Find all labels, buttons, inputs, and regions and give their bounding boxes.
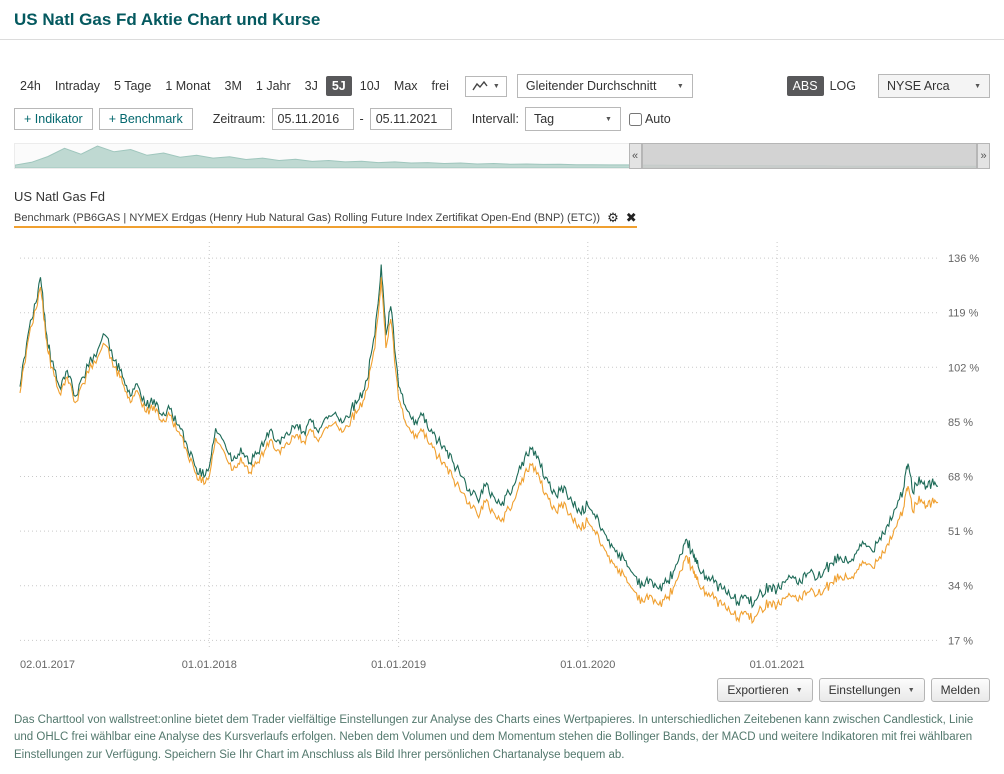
- exchange-dropdown[interactable]: NYSE Arca ▼: [878, 74, 990, 98]
- chevron-down-icon: ▼: [605, 115, 612, 123]
- chevron-down-icon: ▼: [492, 82, 500, 90]
- svg-text:51 %: 51 %: [948, 526, 973, 538]
- chevron-down-icon: ▼: [676, 82, 684, 90]
- chevron-down-icon: ▼: [974, 82, 981, 90]
- chart-actions: Exportieren ▼ Einstellungen ▼ Melden: [14, 678, 990, 702]
- indicator-dropdown-label: Gleitender Durchschnitt: [525, 79, 657, 93]
- chart-type-button[interactable]: ▼: [464, 75, 507, 97]
- price-chart[interactable]: 136 % 119 % 102 % 85 % 68 % 51 % 34 % 17 % 02.01…: [14, 228, 990, 676]
- range-button-1-jahr[interactable]: 1 Jahr: [255, 79, 291, 93]
- zeitraum-label: Zeitraum:: [212, 112, 266, 126]
- range-button-frei[interactable]: frei: [431, 79, 449, 93]
- svg-text:68 %: 68 %: [948, 472, 973, 484]
- exchange-dropdown-label: NYSE Arca: [887, 79, 950, 93]
- chart-toolbar: 24h Intraday 5 Tage 1 Monat 3M 1 Jahr 3J 5J 10J M…: [14, 74, 990, 98]
- export-button-label: Exportieren: [727, 683, 789, 697]
- line-chart-icon: [472, 80, 488, 90]
- chevron-down-icon: ▼: [795, 686, 803, 694]
- range-buttons: 24h Intraday 5 Tage 1 Monat 3M 1 Jahr 3J 5J 10J M…: [14, 76, 455, 96]
- indicator-dropdown[interactable]: Gleitender Durchschnitt ▼: [516, 74, 693, 98]
- range-button-1-monat[interactable]: 1 Monat: [165, 79, 211, 93]
- navigator-range-thumb[interactable]: [641, 143, 977, 169]
- auto-checkbox[interactable]: [628, 112, 642, 126]
- date-to-input[interactable]: [369, 108, 452, 130]
- intervall-label: Intervall:: [471, 112, 519, 126]
- svg-text:34 %: 34 %: [948, 581, 973, 593]
- benchmark-remove-icon[interactable]: ✖: [625, 210, 637, 225]
- export-button[interactable]: Exportieren ▼: [717, 678, 813, 702]
- settings-button[interactable]: Einstellungen ▼: [818, 678, 925, 702]
- scale-abs-button[interactable]: ABS: [786, 76, 824, 96]
- svg-text:85 %: 85 %: [948, 417, 973, 429]
- auto-checkbox-wrap: Auto: [628, 112, 671, 126]
- date-from-input[interactable]: [271, 108, 354, 130]
- svg-text:102 %: 102 %: [948, 362, 979, 374]
- page-title: US Natl Gas Fd Aktie Chart und Kurse: [14, 10, 321, 29]
- benchmark-row: Benchmark (PB6GAS | NYMEX Erdgas (Henry …: [14, 211, 637, 228]
- chart-controls: + Indikator + Benchmark Zeitraum: - Inte…: [14, 107, 990, 131]
- benchmark-label: Benchmark (PB6GAS | NYMEX Erdgas (Henry …: [14, 211, 601, 224]
- interval-select[interactable]: Tag ▼: [524, 107, 621, 131]
- range-button-intraday[interactable]: Intraday: [54, 79, 101, 93]
- series-title: US Natl Gas Fd: [14, 189, 106, 204]
- range-button-10j[interactable]: 10J: [359, 79, 380, 93]
- range-button-max[interactable]: Max: [393, 79, 418, 93]
- add-indicator-button[interactable]: + Indikator: [14, 108, 93, 130]
- report-button-label: Melden: [940, 683, 980, 697]
- settings-button-label: Einstellungen: [828, 683, 901, 697]
- svg-text:01.01.2021: 01.01.2021: [750, 659, 805, 671]
- navigator-scroll-right-button[interactable]: »: [977, 143, 990, 169]
- interval-select-value: Tag: [533, 112, 555, 126]
- benchmark-settings-icon[interactable]: ⚙: [607, 210, 619, 225]
- range-button-3m[interactable]: 3M: [224, 79, 242, 93]
- chevron-down-icon: ▼: [907, 686, 915, 694]
- page-header: US Natl Gas Fd Aktie Chart und Kurse: [0, 0, 1004, 40]
- add-benchmark-button[interactable]: + Benchmark: [98, 108, 193, 130]
- svg-text:01.01.2018: 01.01.2018: [182, 659, 237, 671]
- chart-section: US Natl Gas Fd Benchmark (PB6GAS | NYMEX…: [14, 189, 990, 764]
- report-button[interactable]: Melden: [930, 678, 990, 702]
- svg-text:02.01.2017: 02.01.2017: [20, 659, 75, 671]
- auto-label: Auto: [644, 112, 671, 126]
- svg-text:01.01.2020: 01.01.2020: [560, 659, 615, 671]
- date-range-separator: -: [359, 112, 364, 126]
- range-button-5j[interactable]: 5J: [325, 76, 352, 96]
- svg-text:119 %: 119 %: [948, 308, 979, 320]
- chart-navigator[interactable]: « »: [14, 143, 990, 169]
- chart-description: Das Charttool von wallstreet:online biet…: [14, 714, 974, 761]
- svg-text:136 %: 136 %: [948, 253, 979, 265]
- navigator-scroll-left-button[interactable]: «: [628, 143, 642, 169]
- range-button-5-tage[interactable]: 5 Tage: [114, 79, 152, 93]
- scale-log-button[interactable]: LOG: [829, 79, 856, 93]
- svg-text:17 %: 17 %: [948, 635, 973, 647]
- range-button-3j[interactable]: 3J: [304, 79, 318, 93]
- range-button-24h[interactable]: 24h: [20, 79, 41, 93]
- svg-text:01.01.2019: 01.01.2019: [371, 659, 426, 671]
